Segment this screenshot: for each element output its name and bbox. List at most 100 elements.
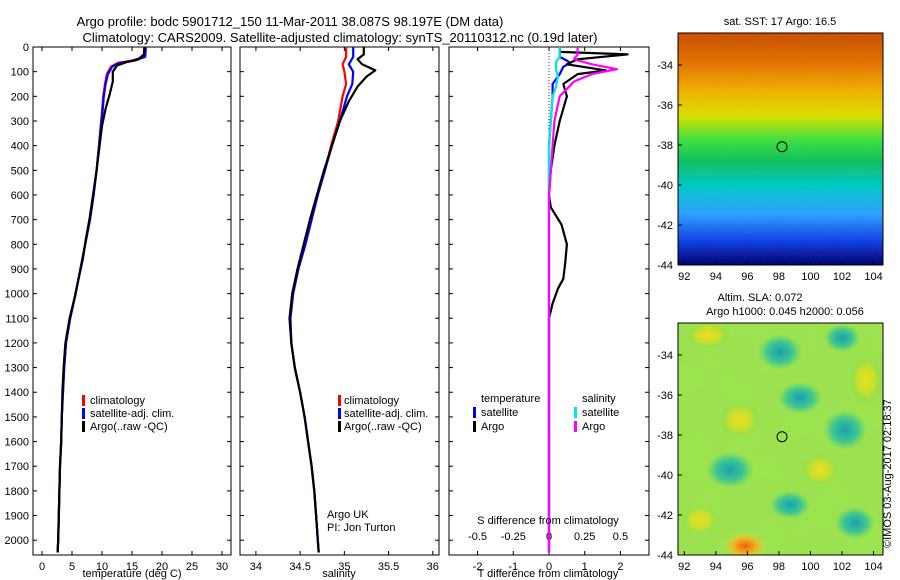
legend-label-climatology: climatology [344,395,400,407]
salinity-depth-ticks [240,46,439,541]
s-tick-label: -0.25 [501,531,526,543]
map-y-tick-label: -42 [657,220,673,232]
x-tick-label: 1 [582,561,588,573]
map-x-tick-label: 98 [773,561,785,573]
legend-swatch-climatology [82,395,85,406]
sst-map-x-ticks: 92 94 96 98 100 102 104 [678,261,883,283]
series-line-argo [56,46,146,553]
map-x-tick-label: 94 [710,561,722,573]
x-tick-label: 15 [126,561,138,573]
sst-map-panel: sat. SST: 17 Argo: 16.5 92 94 96 98 100 102 10… [657,16,884,283]
map-y-tick-label: -36 [657,390,673,402]
map-x-tick-label: 104 [864,561,882,573]
sla-map-panel: Altim. SLA: 0.072 Argo h1000: 0.045 h200… [657,292,884,573]
depth-tick-label: 1900 [5,511,29,523]
legend-label-satellite: satellite-adj. clim. [90,408,174,420]
temperature-legend: climatology satellite-adj. clim. Argo(..… [82,395,174,433]
x-tick-label: 2 [617,561,623,573]
map-y-tick-label: -36 [657,100,673,112]
depth-tick-label: 500 [11,165,29,177]
sla-map-subtitle: Argo h1000: 0.045 h2000: 0.056 [706,306,864,318]
legend-swatch-temp-satellite [473,407,476,418]
map-x-tick-label: 96 [741,271,753,283]
salinity-legend: climatology satellite-adj. clim. Argo(..… [338,395,428,433]
legend-swatch-sal-satellite [574,407,577,418]
legend-label-sal-satellite: satellite [582,407,619,419]
x-tick-label: 0 [39,561,45,573]
difference-x-ticks: -2 -1 0 1 2 [473,47,623,573]
map-x-tick-label: 104 [864,271,882,283]
depth-tick-label: 100 [11,67,29,79]
series-line-argo_salinity [547,47,619,553]
x-tick-label: 35.5 [378,561,399,573]
sla-heatmap [678,323,883,555]
map-x-tick-label: 102 [833,561,851,573]
legend-label-temp-argo: Argo [481,421,504,433]
t-difference-label: T difference from climatology [478,568,619,580]
temperature-lines [56,46,147,553]
legend-swatch-argo [338,421,341,432]
map-x-tick-label: 94 [710,271,722,283]
x-tick-label: 20 [156,561,168,573]
sla-map-title: Altim. SLA: 0.072 [718,292,803,304]
salinity-x-ticks: 34 34.5 35 35.5 36 [250,47,439,573]
map-y-tick-label: -38 [657,140,673,152]
map-x-tick-label: 92 [678,561,690,573]
sst-heatmap [678,33,883,265]
s-tick-label: 0.25 [574,531,595,543]
x-tick-label: 30 [216,561,228,573]
legend-label-argo: Argo(..raw -QC) [90,421,168,433]
depth-tick-label: 1000 [5,289,29,301]
difference-lines [547,47,629,553]
x-tick-label: -1 [508,561,518,573]
depth-tick-label: 700 [11,215,29,227]
sst-map-frame [677,32,884,266]
sla-map-frame [677,322,884,556]
legend-swatch-argo [82,421,85,432]
depth-tick-label: 1700 [5,461,29,473]
map-y-tick-label: -34 [657,60,673,72]
sla-map-y-ticks: -34 -36 -38 -40 -42 -44 [657,350,682,562]
x-tick-label: 36 [427,561,439,573]
depth-tick-label: 1400 [5,387,29,399]
x-tick-label: 35 [338,561,350,573]
x-tick-label: 34 [250,561,262,573]
legend-swatch-satellite [338,408,341,419]
legend-swatch-temp-argo [473,421,476,432]
temperature-axes-box [32,46,232,556]
map-y-tick-label: -42 [657,510,673,522]
temperature-depth-ticks: 0 100 200 300 400 500 600 700 800 900 1000 1100 1200… [5,42,231,547]
depth-tick-label: 600 [11,190,29,202]
map-x-tick-label: 100 [801,271,819,283]
depth-tick-label: 2000 [5,535,29,547]
sst-argo-location-marker [776,141,788,153]
map-x-tick-label: 96 [741,561,753,573]
salinity-x-label: salinity [322,568,356,580]
salinity-panel: 34 34.5 35 35.5 36 salinity climatology sate… [239,46,440,580]
temperature-panel: 0100200300400500600700800900100011001200… [5,42,232,580]
depth-tick-label: 900 [11,264,29,276]
map-x-tick-label: 92 [678,271,690,283]
map-y-tick-label: -40 [657,180,673,192]
map-y-tick-label: -44 [657,260,673,272]
annotation-argo-uk: Argo UK [327,509,369,521]
s-tick-label: 0.5 [613,531,628,543]
depth-tick-label: 1100 [5,313,29,325]
depth-tick-label: 0 [23,42,29,54]
depth-tick-label: 400 [11,141,29,153]
legend-title-salinity: salinity [582,393,616,405]
depth-tick-label: 1200 [5,338,29,350]
temperature-x-ticks: 0 5 10 15 20 25 30 [39,47,228,573]
legend-label-temp-satellite: satellite [481,407,518,419]
legend-swatch-climatology [338,395,341,406]
s-tick-label: -0.5 [468,531,487,543]
legend-title-temperature: temperature [481,393,540,405]
sla-argo-location-marker [776,431,788,443]
sla-map-x-ticks: 92 94 96 98 100 102 104 [678,551,883,573]
credit-timestamp: ©IMOS 03-Aug-2017 02:18:37 [882,399,894,548]
difference-legend: temperature satellite Argo salinity sate… [473,393,619,433]
series-line-argo [288,47,377,553]
difference-depth-ticks [449,46,649,541]
s-difference-label: S difference from climatology [477,515,619,527]
